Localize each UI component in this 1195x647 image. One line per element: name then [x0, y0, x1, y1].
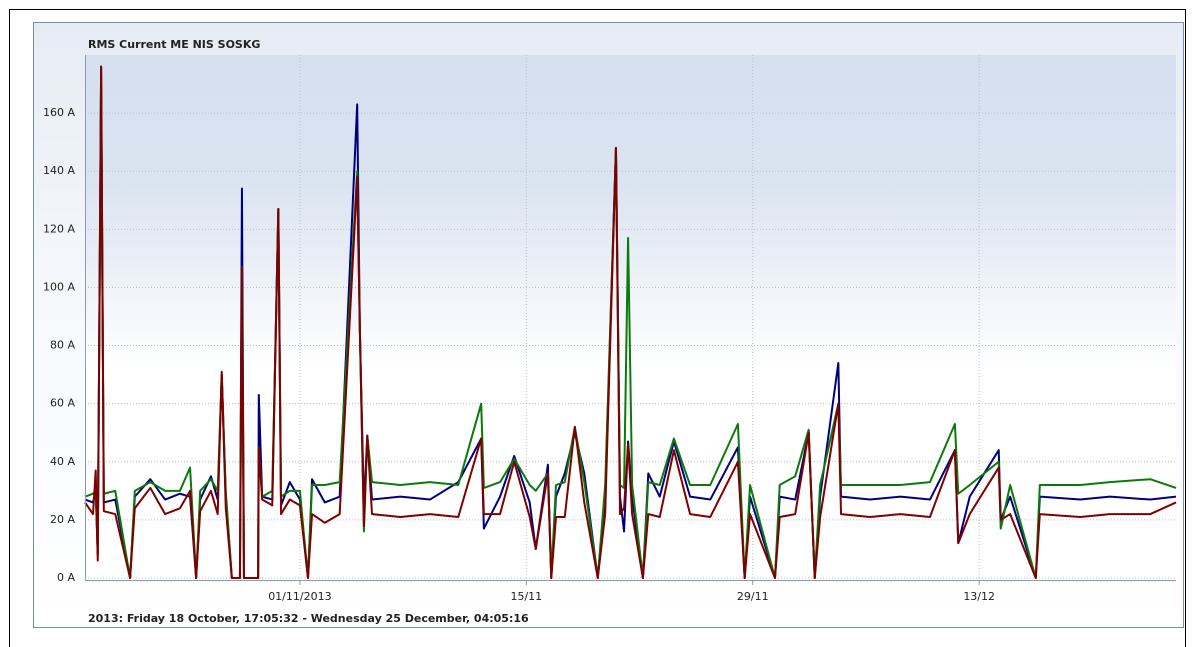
chart-title: RMS Current ME NIS SOSKG [88, 38, 260, 51]
x-tick-label: 01/11/2013 [268, 590, 331, 603]
x-tick-label: 13/12 [963, 590, 995, 603]
y-tick-label: 20 A [50, 513, 75, 526]
y-tick-label: 0 A [57, 571, 75, 584]
y-tick-label: 140 A [43, 164, 75, 177]
series-line [84, 65, 1177, 579]
y-tick-label: 60 A [50, 397, 75, 410]
time-range-footer: 2013: Friday 18 October, 17:05:32 - Wedn… [88, 612, 529, 625]
y-tick-label: 80 A [50, 339, 75, 352]
y-tick-label: 100 A [43, 280, 75, 293]
page-frame [9, 9, 1186, 647]
y-tick-label: 160 A [43, 106, 75, 119]
axis-labels: 0 A 20 A 40 A 60 A 80 A 100 A 120 A 140 A 160 A 0… [43, 106, 995, 603]
y-tick-label: 120 A [43, 222, 75, 235]
series-lines [84, 65, 1177, 579]
grid [85, 55, 1176, 585]
y-tick-label: 40 A [50, 455, 75, 468]
x-tick-label: 29/11 [737, 590, 769, 603]
x-tick-label: 15/11 [510, 590, 542, 603]
